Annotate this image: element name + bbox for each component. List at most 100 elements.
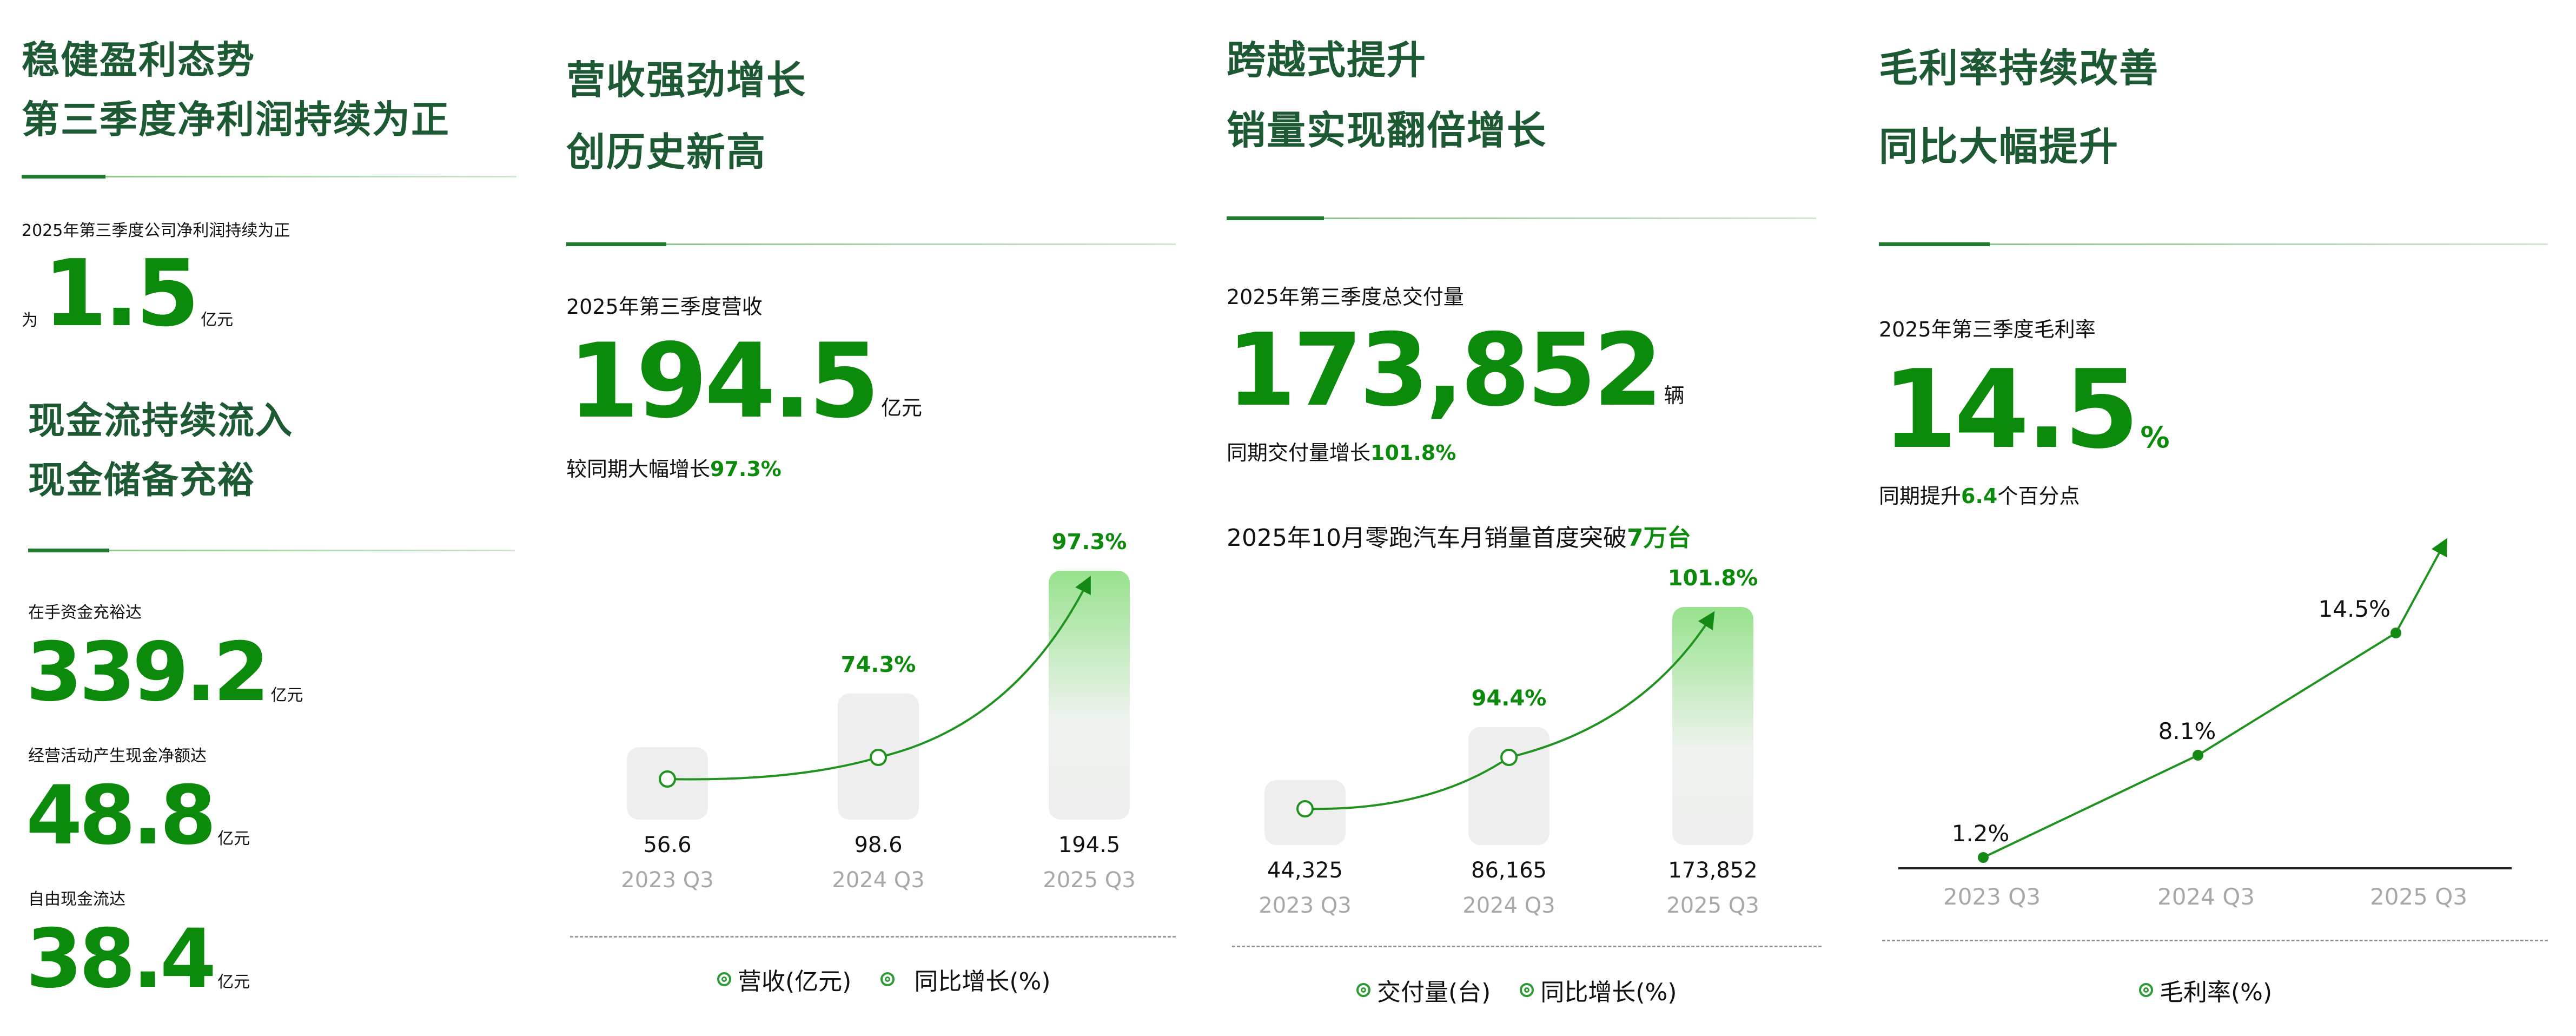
margin-unit: %: [2140, 420, 2170, 454]
revenue-unit: 亿元: [881, 396, 923, 420]
margin-growth-value: 6.4: [1961, 484, 1998, 508]
delivery-value: 173,852: [1227, 312, 1663, 428]
growth-point: [1296, 800, 1314, 817]
revenue-legend: 营收(亿元) 同比增长(%): [717, 962, 1072, 997]
legend-label: 营收(亿元): [738, 968, 852, 995]
operating-cash-value: 48.8: [26, 769, 216, 863]
operating-cash-unit: 亿元: [217, 829, 250, 848]
monthly-sales-note: 2025年10月零跑汽车月销量首度突破7万台: [1227, 526, 1691, 550]
delivery-title-line2: 销量实现翻倍增长: [1227, 108, 1547, 153]
bar-value-label: 56.6: [643, 833, 691, 857]
margin-growth-text: 同期提升6.4个百分点: [1879, 486, 2080, 506]
delivery-unit: 辆: [1664, 384, 1685, 407]
revenue-chart: 56.6 2023 Q3 98.6 2024 Q3 74.3% 194.5 2025 Q3 9…: [621, 530, 1135, 893]
delivery-legend-divider: [1232, 946, 1822, 947]
category-label: 2023 Q3: [621, 868, 713, 893]
cash-reserve-label: 在手资金充裕达: [28, 603, 142, 622]
cash-reserve-value: 339.2: [26, 625, 269, 720]
monthly-sales-prefix: 2025年10月零跑汽车月销量首度突破: [1227, 524, 1627, 552]
legend-item-margin: 毛利率(%): [2139, 973, 2272, 1007]
delivery-label: 2025年第三季度总交付量: [1227, 285, 1464, 309]
bar: [1672, 607, 1753, 845]
growth-label: 101.8%: [1668, 568, 1758, 591]
delivery-legend: 交付量(台) 同比增长(%): [1356, 973, 1698, 1007]
bar-group: 194.5 2025 Q3 97.3%: [1043, 530, 1135, 893]
bar-value-label: 98.6: [854, 833, 902, 857]
net-profit-metric: 为 1.5 亿元: [22, 248, 233, 340]
margin-chart: 1.2% 2023 Q3 8.1% 2024 Q3 14.5% 2025 Q3: [1898, 538, 2512, 909]
margin-value: 14.5: [1882, 347, 2139, 473]
growth-trend-arrow: [667, 576, 1091, 781]
legend-label: 毛利率(%): [2160, 979, 2273, 1006]
delivery-metric: 173,852 辆: [1227, 320, 1685, 420]
margin-label: 2025年第三季度毛利率: [1879, 318, 2096, 341]
cash-reserve-metric: 339.2 亿元: [26, 632, 303, 713]
cashflow-divider: [28, 549, 515, 552]
ring-icon: [1520, 983, 1534, 997]
cash-reserve-unit: 亿元: [270, 686, 303, 705]
margin-point: [1978, 852, 1989, 863]
delivery-divider: [1227, 216, 1816, 220]
ring-icon: [2139, 983, 2153, 997]
revenue-growth-value: 97.3%: [710, 457, 782, 481]
category-label: 2025 Q3: [1666, 893, 1759, 918]
revenue-metric: 194.5 亿元: [568, 330, 922, 433]
growth-label: 74.3%: [841, 652, 916, 677]
operating-cash-metric: 48.8 亿元: [26, 775, 250, 856]
margin-legend-divider: [1882, 940, 2548, 941]
delivery-growth-prefix: 同期交付量增长: [1227, 441, 1371, 465]
margin-title-line2: 同比大幅提升: [1879, 124, 2120, 169]
delivery-growth-text: 同期交付量增长101.8%: [1227, 443, 1456, 463]
revenue-label: 2025年第三季度营收: [566, 295, 763, 319]
category-label: 2024 Q3: [832, 868, 924, 893]
legend-item-revenue: 营收(亿元): [717, 962, 851, 997]
ring-icon: [1356, 983, 1370, 997]
margin-divider: [1879, 242, 2548, 246]
net-profit-unit: 亿元: [201, 311, 234, 329]
category-label: 2023 Q3: [1259, 893, 1351, 918]
bar-group: 173,852 2025 Q3 101.8%: [1666, 568, 1759, 918]
net-profit-prefix: 为: [22, 311, 38, 330]
margin-trend-line: [1983, 538, 2448, 859]
delivery-growth-value: 101.8%: [1370, 441, 1456, 465]
margin-point-label: 8.1%: [2158, 718, 2216, 744]
cashflow-title-line1: 现金流持续流入: [28, 400, 294, 443]
legend-item-yoy: 同比增长(%): [1520, 973, 1677, 1007]
legend-label: 同比增长(%): [914, 968, 1051, 995]
category-label: 2025 Q3: [2370, 883, 2467, 909]
revenue-legend-divider: [570, 936, 1176, 938]
free-cash-label: 自由现金流达: [28, 890, 125, 909]
growth-label: 94.4%: [1472, 686, 1547, 711]
margin-point-label: 14.5%: [2319, 596, 2390, 622]
ring-icon: [880, 972, 895, 986]
category-label: 2024 Q3: [1462, 893, 1555, 918]
growth-point: [659, 770, 676, 788]
margin-growth-prefix: 同期提升: [1879, 484, 1962, 508]
bar-value-label: 44,325: [1267, 858, 1343, 883]
revenue-title-line2: 创历史新高: [566, 129, 767, 175]
delivery-chart: 44,325 2023 Q3 86,165 2024 Q3 94.4% 173,852 20…: [1259, 568, 1759, 918]
bar-group: 56.6 2023 Q3: [621, 747, 714, 893]
margin-growth-suffix: 个百分点: [1997, 484, 2080, 508]
margin-point: [2193, 750, 2203, 761]
operating-cash-label: 经营活动产生现金净额达: [28, 747, 207, 766]
delivery-title-line1: 跨越式提升: [1227, 37, 1427, 83]
bar-group: 86,165 2024 Q3 94.4%: [1462, 686, 1555, 918]
free-cash-unit: 亿元: [217, 973, 250, 992]
legend-item-yoy: 同比增长(%): [880, 962, 1050, 997]
net-profit-value: 1.5: [43, 240, 200, 347]
cashflow-title-line2: 现金储备充裕: [28, 459, 256, 502]
revenue-divider: [566, 242, 1176, 246]
margin-title-line1: 毛利率持续改善: [1879, 45, 2160, 91]
revenue-growth-text: 较同期大幅增长97.3%: [566, 459, 782, 479]
profit-label: 2025年第三季度公司净利润持续为正: [22, 221, 290, 240]
category-label: 2025 Q3: [1043, 868, 1135, 893]
margin-point: [2390, 628, 2401, 638]
legend-label: 交付量(台): [1377, 979, 1491, 1006]
bar-group: 98.6 2024 Q3 74.3%: [832, 652, 924, 893]
growth-point: [870, 749, 887, 766]
monthly-sales-value: 7万台: [1626, 524, 1691, 552]
bar-value-label: 194.5: [1058, 833, 1121, 857]
profit-title-line1: 稳健盈利态势: [22, 38, 255, 82]
bar-value-label: 86,165: [1471, 858, 1547, 883]
